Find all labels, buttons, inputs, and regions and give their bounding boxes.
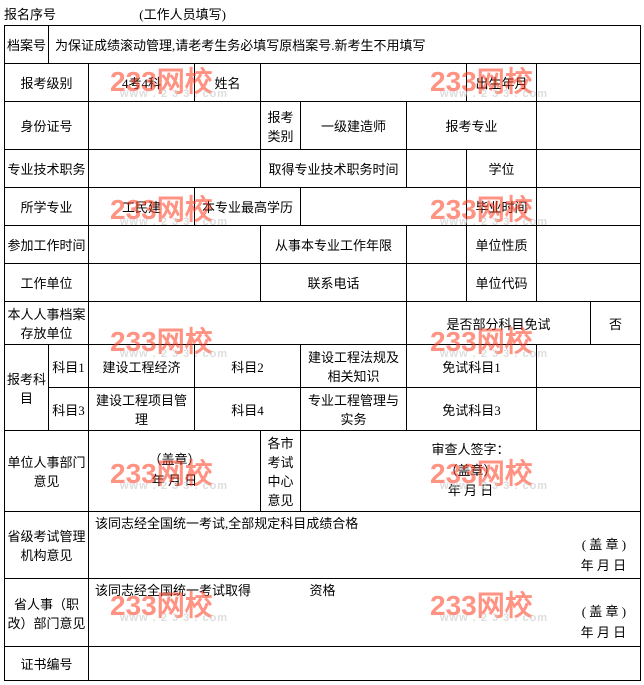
study-major-value: 工民建	[89, 188, 195, 226]
edu-label: 本专业最高学历	[195, 188, 301, 226]
prov-exam-label: 省级考试管理机构意见	[5, 512, 89, 579]
exempt-value: 否	[591, 302, 641, 345]
center-date: 年 月 日	[303, 481, 638, 502]
tech-title-label: 专业技术职务	[5, 150, 89, 188]
exam-major-value[interactable]	[537, 102, 641, 150]
birth-value[interactable]	[537, 64, 641, 102]
prov-hr-stamp: ( 盖 章 )	[95, 602, 638, 623]
tech-title-value[interactable]	[89, 150, 261, 188]
center-sign-area: 审查人签字： （盖章） 年 月 日	[301, 431, 641, 512]
prov-hr-line-a: 该同志经全国统一考试取得	[95, 583, 251, 598]
years-label: 从事本专业工作年限	[261, 226, 407, 264]
years-value[interactable]	[407, 226, 467, 264]
file-unit-label: 本人人事档案存放单位	[5, 302, 89, 345]
grad-time-label: 毕业时间	[467, 188, 537, 226]
level-value: 4考4科	[89, 64, 195, 102]
exempt-label: 是否部分科目免试	[407, 302, 591, 345]
unit-type-label: 单位性质	[467, 226, 537, 264]
birth-label: 出生年月	[467, 64, 537, 102]
s2-label: 科目2	[195, 345, 301, 388]
prov-exam-body: 该同志经全国统一考试,全部规定科目成绩合格 ( 盖 章 ) 年 月 日	[89, 512, 641, 579]
archive-label: 档案号	[5, 26, 49, 64]
e3-value[interactable]	[537, 388, 641, 431]
s4-label: 科目4	[195, 388, 301, 431]
exam-type-label: 报考类别	[261, 102, 301, 150]
unit-value[interactable]	[89, 264, 261, 302]
id-value[interactable]	[89, 102, 261, 150]
center-stamp: （盖章）	[303, 461, 638, 482]
prov-exam-line1: 该同志经全国统一考试,全部规定科目成绩合格	[95, 514, 638, 535]
form-table: 档案号 为保证成绩滚动管理,请老考生务必填写原档案号.新考生不用填写 报考级别 …	[4, 25, 641, 681]
prov-hr-date: 年 月 日	[95, 623, 638, 644]
join-value[interactable]	[89, 226, 261, 264]
cert-label: 证书编号	[5, 646, 89, 680]
study-major-label: 所学专业	[5, 188, 89, 226]
degree-value[interactable]	[537, 150, 641, 188]
e3-label: 免试科目3	[407, 388, 537, 431]
prov-exam-stamp: ( 盖 章 )	[95, 535, 638, 556]
edu-value[interactable]	[301, 188, 467, 226]
prov-hr-line-b: 资格	[310, 583, 336, 598]
cert-value[interactable]	[89, 646, 641, 680]
archive-note: 为保证成绩滚动管理,请老考生务必填写原档案号.新考生不用填写	[49, 26, 641, 64]
hr-sign-area: （盖章） 年 月 日	[89, 431, 261, 512]
prov-hr-label: 省人事（职改）部门意见	[5, 579, 89, 646]
name-value[interactable]	[261, 64, 467, 102]
hr-date: 年 月 日	[91, 471, 258, 492]
s3-value: 建设工程项目管理	[89, 388, 195, 431]
level-label: 报考级别	[5, 64, 89, 102]
prov-hr-body: 该同志经全国统一考试取得 资格 ( 盖 章 ) 年 月 日	[89, 579, 641, 646]
s1-label: 科目1	[49, 345, 89, 388]
file-unit-value[interactable]	[89, 302, 407, 345]
seq-label: 报名序号	[4, 4, 56, 23]
staff-note: (工作人员填写)	[139, 4, 226, 23]
s1-value: 建设工程经济	[89, 345, 195, 388]
prov-exam-date: 年 月 日	[95, 556, 638, 577]
unit-code-label: 单位代码	[467, 264, 537, 302]
unit-type-value[interactable]	[537, 226, 641, 264]
unit-label: 工作单位	[5, 264, 89, 302]
s3-label: 科目3	[49, 388, 89, 431]
hr-label: 单位人事部门意见	[5, 431, 89, 512]
s4-value: 专业工程管理与实务	[301, 388, 407, 431]
center-label: 各市考试中心意见	[261, 431, 301, 512]
id-label: 身份证号	[5, 102, 89, 150]
grad-time-value[interactable]	[537, 188, 641, 226]
join-label: 参加工作时间	[5, 226, 89, 264]
e1-label: 免试科目1	[407, 345, 537, 388]
name-label: 姓名	[195, 64, 261, 102]
obtain-time-value[interactable]	[407, 150, 467, 188]
exam-type-value: 一级建造师	[301, 102, 407, 150]
phone-label: 联系电话	[261, 264, 407, 302]
subjects-group-label: 报考科目	[5, 345, 49, 431]
degree-label: 学位	[467, 150, 537, 188]
phone-value[interactable]	[407, 264, 467, 302]
reviewer-label: 审查人签字：	[303, 440, 638, 461]
hr-stamp: （盖章）	[91, 450, 258, 471]
unit-code-value[interactable]	[537, 264, 641, 302]
obtain-time-label: 取得专业技术职务时间	[261, 150, 407, 188]
e1-value[interactable]	[537, 345, 641, 388]
s2-value: 建设工程法规及相关知识	[301, 345, 407, 388]
exam-major-label: 报考专业	[407, 102, 537, 150]
